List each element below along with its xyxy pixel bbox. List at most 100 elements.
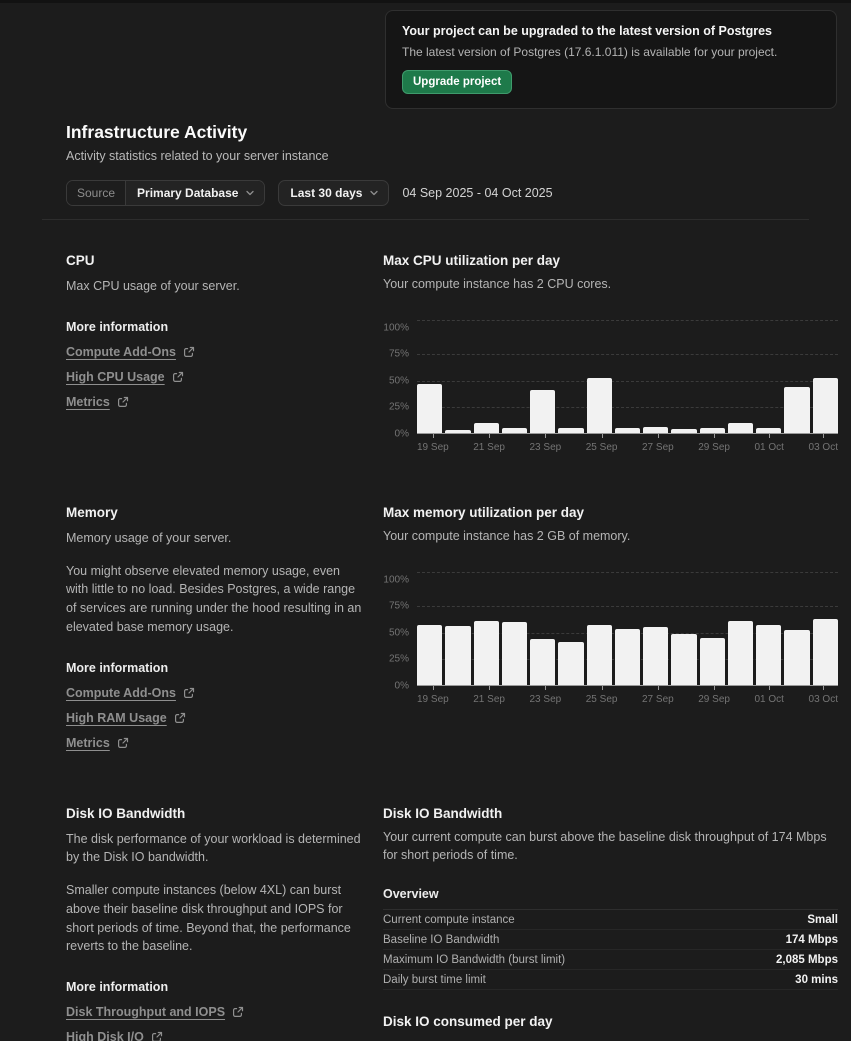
bar[interactable] bbox=[614, 628, 641, 685]
memory-section-description: Memory usage of your server. bbox=[66, 530, 232, 545]
grid-line bbox=[417, 354, 838, 356]
y-axis: 100% 75% 50% 25% 0% bbox=[383, 572, 409, 691]
table-row-value: 2,085 Mbps bbox=[776, 953, 838, 966]
x-axis-label: 23 Sep bbox=[529, 441, 562, 453]
overview-table: Current compute instance Small Baseline IO… bbox=[383, 910, 838, 990]
x-axis-label: 01 Oct bbox=[754, 693, 784, 705]
bar[interactable] bbox=[558, 427, 584, 433]
cpu-chart-title: Max CPU utilization per day bbox=[383, 253, 561, 268]
memory-info-column: Memory Memory usage of your server. You … bbox=[66, 505, 383, 750]
bar[interactable] bbox=[699, 637, 725, 685]
disk-section-title: Disk IO Bandwidth bbox=[66, 805, 186, 821]
tick-mark bbox=[432, 685, 434, 690]
bar[interactable] bbox=[530, 638, 556, 685]
table-row-value: 30 mins bbox=[795, 973, 838, 986]
bar[interactable] bbox=[643, 426, 669, 433]
tick-mark bbox=[657, 685, 659, 690]
page-subtitle: Activity statistics related to your serv… bbox=[66, 149, 329, 163]
tick-mark bbox=[601, 685, 603, 690]
x-axis-label: 19 Sep bbox=[417, 441, 449, 453]
bar[interactable] bbox=[614, 427, 641, 433]
table-row-label: Maximum IO Bandwidth (burst limit) bbox=[383, 953, 566, 966]
y-axis-label: 50% bbox=[388, 627, 409, 638]
table-row-label: Current compute instance bbox=[383, 913, 515, 926]
x-tick: 27 Sep bbox=[642, 433, 674, 453]
grid-line bbox=[417, 380, 838, 382]
bar[interactable] bbox=[671, 428, 697, 433]
section-paragraph: You might observe elevated memory usage,… bbox=[66, 563, 362, 634]
date-range-dropdown[interactable]: Last 30 days bbox=[278, 180, 390, 206]
upgrade-project-button[interactable]: Upgrade project bbox=[402, 70, 513, 94]
cpu-more-info: More information Compute Add-Ons High CPU… bbox=[66, 320, 365, 409]
info-link[interactable]: Compute Add-Ons bbox=[66, 345, 365, 359]
bar[interactable] bbox=[643, 626, 669, 685]
bar[interactable] bbox=[784, 386, 810, 433]
x-axis: 19 Sep 21 Sep 23 Sep 25 Sep 27 Sep 29 Sep 01 O… bbox=[417, 685, 838, 705]
info-link[interactable]: High Disk I/O bbox=[66, 1030, 365, 1041]
source-value-dropdown[interactable]: Primary Database bbox=[126, 181, 265, 205]
bar[interactable] bbox=[699, 427, 725, 433]
table-row-label: Baseline IO Bandwidth bbox=[383, 933, 500, 946]
bar[interactable] bbox=[727, 620, 754, 685]
tick-mark bbox=[489, 685, 491, 690]
grid-line bbox=[417, 606, 838, 607]
x-axis-label: 03 Oct bbox=[808, 441, 838, 453]
external-link-icon bbox=[174, 712, 185, 723]
bar[interactable] bbox=[784, 629, 810, 685]
bar[interactable] bbox=[501, 427, 528, 433]
disk-section: Disk IO Bandwidth The disk performance o… bbox=[66, 806, 851, 1041]
info-link-label: Disk Throughput and IOPS bbox=[66, 1005, 226, 1019]
bars bbox=[417, 618, 838, 685]
info-link-label: Metrics bbox=[66, 394, 110, 409]
upgrade-banner: Your project can be upgraded to the late… bbox=[385, 10, 837, 109]
bar[interactable] bbox=[417, 624, 443, 685]
tick-mark bbox=[823, 433, 825, 438]
tick-mark bbox=[545, 433, 547, 438]
tick-mark bbox=[769, 685, 771, 690]
x-tick bbox=[564, 442, 583, 453]
table-row-value: 174 Mbps bbox=[785, 933, 838, 946]
x-tick: 25 Sep bbox=[586, 685, 617, 705]
external-link-icon bbox=[233, 1006, 244, 1017]
x-axis-label: 19 Sep bbox=[417, 693, 449, 705]
info-link[interactable]: High CPU Usage bbox=[66, 370, 365, 384]
x-axis-label: 23 Sep bbox=[529, 693, 562, 705]
grid-line bbox=[417, 407, 838, 409]
info-link[interactable]: High RAM Usage bbox=[66, 711, 365, 725]
bar[interactable] bbox=[756, 427, 782, 433]
disk-paragraphs: Smaller compute instances (below 4XL) ca… bbox=[66, 881, 365, 956]
bar[interactable] bbox=[501, 621, 528, 685]
x-tick: 23 Sep bbox=[529, 433, 562, 453]
bar[interactable] bbox=[473, 620, 499, 685]
bar[interactable] bbox=[445, 625, 471, 685]
bar[interactable] bbox=[756, 624, 782, 685]
y-axis: 100% 75% 50% 25% 0% bbox=[383, 320, 409, 439]
cpu-chart-subtitle: Your compute instance has 2 CPU cores. bbox=[383, 277, 612, 291]
info-link[interactable]: Disk Throughput and IOPS bbox=[66, 1005, 365, 1019]
bar[interactable] bbox=[530, 389, 556, 433]
bar[interactable] bbox=[671, 633, 697, 685]
bar[interactable] bbox=[586, 377, 612, 433]
disk-info-column: Disk IO Bandwidth The disk performance o… bbox=[66, 806, 383, 1041]
info-link[interactable]: Metrics bbox=[66, 395, 365, 409]
bar[interactable] bbox=[473, 422, 499, 433]
x-tick: 27 Sep bbox=[642, 685, 674, 705]
info-link[interactable]: Compute Add-Ons bbox=[66, 686, 365, 700]
x-tick bbox=[787, 442, 806, 453]
x-axis-label: 27 Sep bbox=[642, 693, 674, 705]
bar[interactable] bbox=[727, 422, 754, 433]
x-tick: 01 Oct bbox=[754, 685, 784, 705]
bar[interactable] bbox=[445, 429, 471, 433]
bar[interactable] bbox=[586, 624, 612, 685]
tick-mark bbox=[432, 433, 434, 438]
tick-mark bbox=[769, 433, 771, 438]
disk-consumed-chart-title: Disk IO consumed per day bbox=[383, 1014, 553, 1029]
bar[interactable] bbox=[812, 377, 838, 433]
info-link[interactable]: Metrics bbox=[66, 736, 365, 750]
bar[interactable] bbox=[558, 641, 584, 685]
overview-label: Overview bbox=[383, 887, 838, 910]
bar[interactable] bbox=[812, 618, 838, 685]
bar[interactable] bbox=[417, 383, 443, 433]
cpu-info-column: CPU Max CPU usage of your server. More i… bbox=[66, 253, 383, 453]
upgrade-banner-description: The latest version of Postgres (17.6.1.0… bbox=[402, 45, 778, 59]
